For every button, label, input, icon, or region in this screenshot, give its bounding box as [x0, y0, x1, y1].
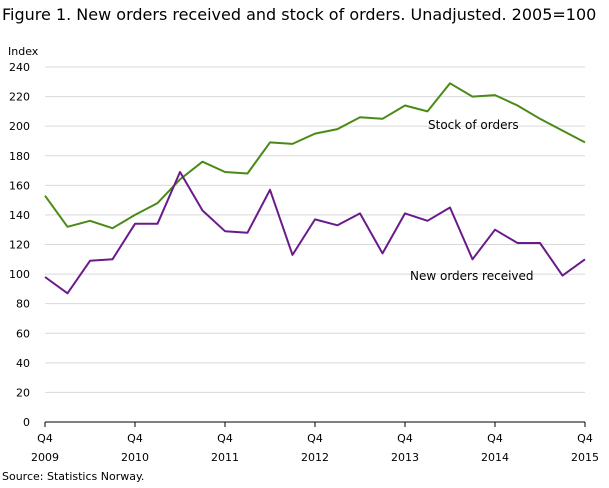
x-tick-quarter: Q4 [127, 432, 143, 445]
x-tick-quarter: Q4 [307, 432, 323, 445]
chart-title: Figure 1. New orders received and stock … [2, 5, 597, 24]
series-layer [44, 82, 586, 295]
y-tick-label: 140 [9, 209, 30, 222]
y-tick-label: 100 [9, 268, 30, 281]
y-tick-label: 40 [16, 357, 30, 370]
series-labels: Stock of orders New orders received [410, 118, 534, 283]
x-tick-year: 2009 [31, 451, 59, 464]
x-tick-quarter: Q4 [487, 432, 503, 445]
y-tick-label: 120 [9, 239, 30, 252]
x-tick-quarter: Q4 [37, 432, 53, 445]
y-tick-label: 80 [16, 298, 30, 311]
y-tick-label: 20 [16, 386, 30, 399]
x-tick-quarter: Q4 [397, 432, 413, 445]
x-tick-year: 2010 [121, 451, 149, 464]
x-tick-year: 2014 [481, 451, 509, 464]
series-label: Stock of orders [428, 118, 519, 132]
y-tick-label: 60 [16, 327, 30, 340]
series-line-stock-of-orders [44, 82, 586, 230]
y-tick-label: 160 [9, 179, 30, 192]
x-tick-year: 2015 [571, 451, 599, 464]
series-label: New orders received [410, 269, 534, 283]
series-line-new-orders-received [44, 171, 586, 295]
y-tick-label: 220 [9, 91, 30, 104]
x-tick-quarter: Q4 [217, 432, 233, 445]
y-axis-title: Index [8, 45, 39, 58]
source-note: Source: Statistics Norway. [2, 470, 145, 483]
axes: 0 20 40 60 80 100 120 140 160 180 200 220 240 Q4 2009 Q… [9, 61, 599, 464]
y-tick-label: 0 [23, 416, 30, 429]
y-tick-label: 180 [9, 150, 30, 163]
y-tick-label: 240 [9, 61, 30, 74]
gridlines [45, 66, 585, 393]
x-tick-year: 2013 [391, 451, 419, 464]
x-tick-year: 2012 [301, 451, 329, 464]
x-tick-year: 2011 [211, 451, 239, 464]
x-tick-quarter: Q4 [577, 432, 593, 445]
y-tick-label: 200 [9, 120, 30, 133]
